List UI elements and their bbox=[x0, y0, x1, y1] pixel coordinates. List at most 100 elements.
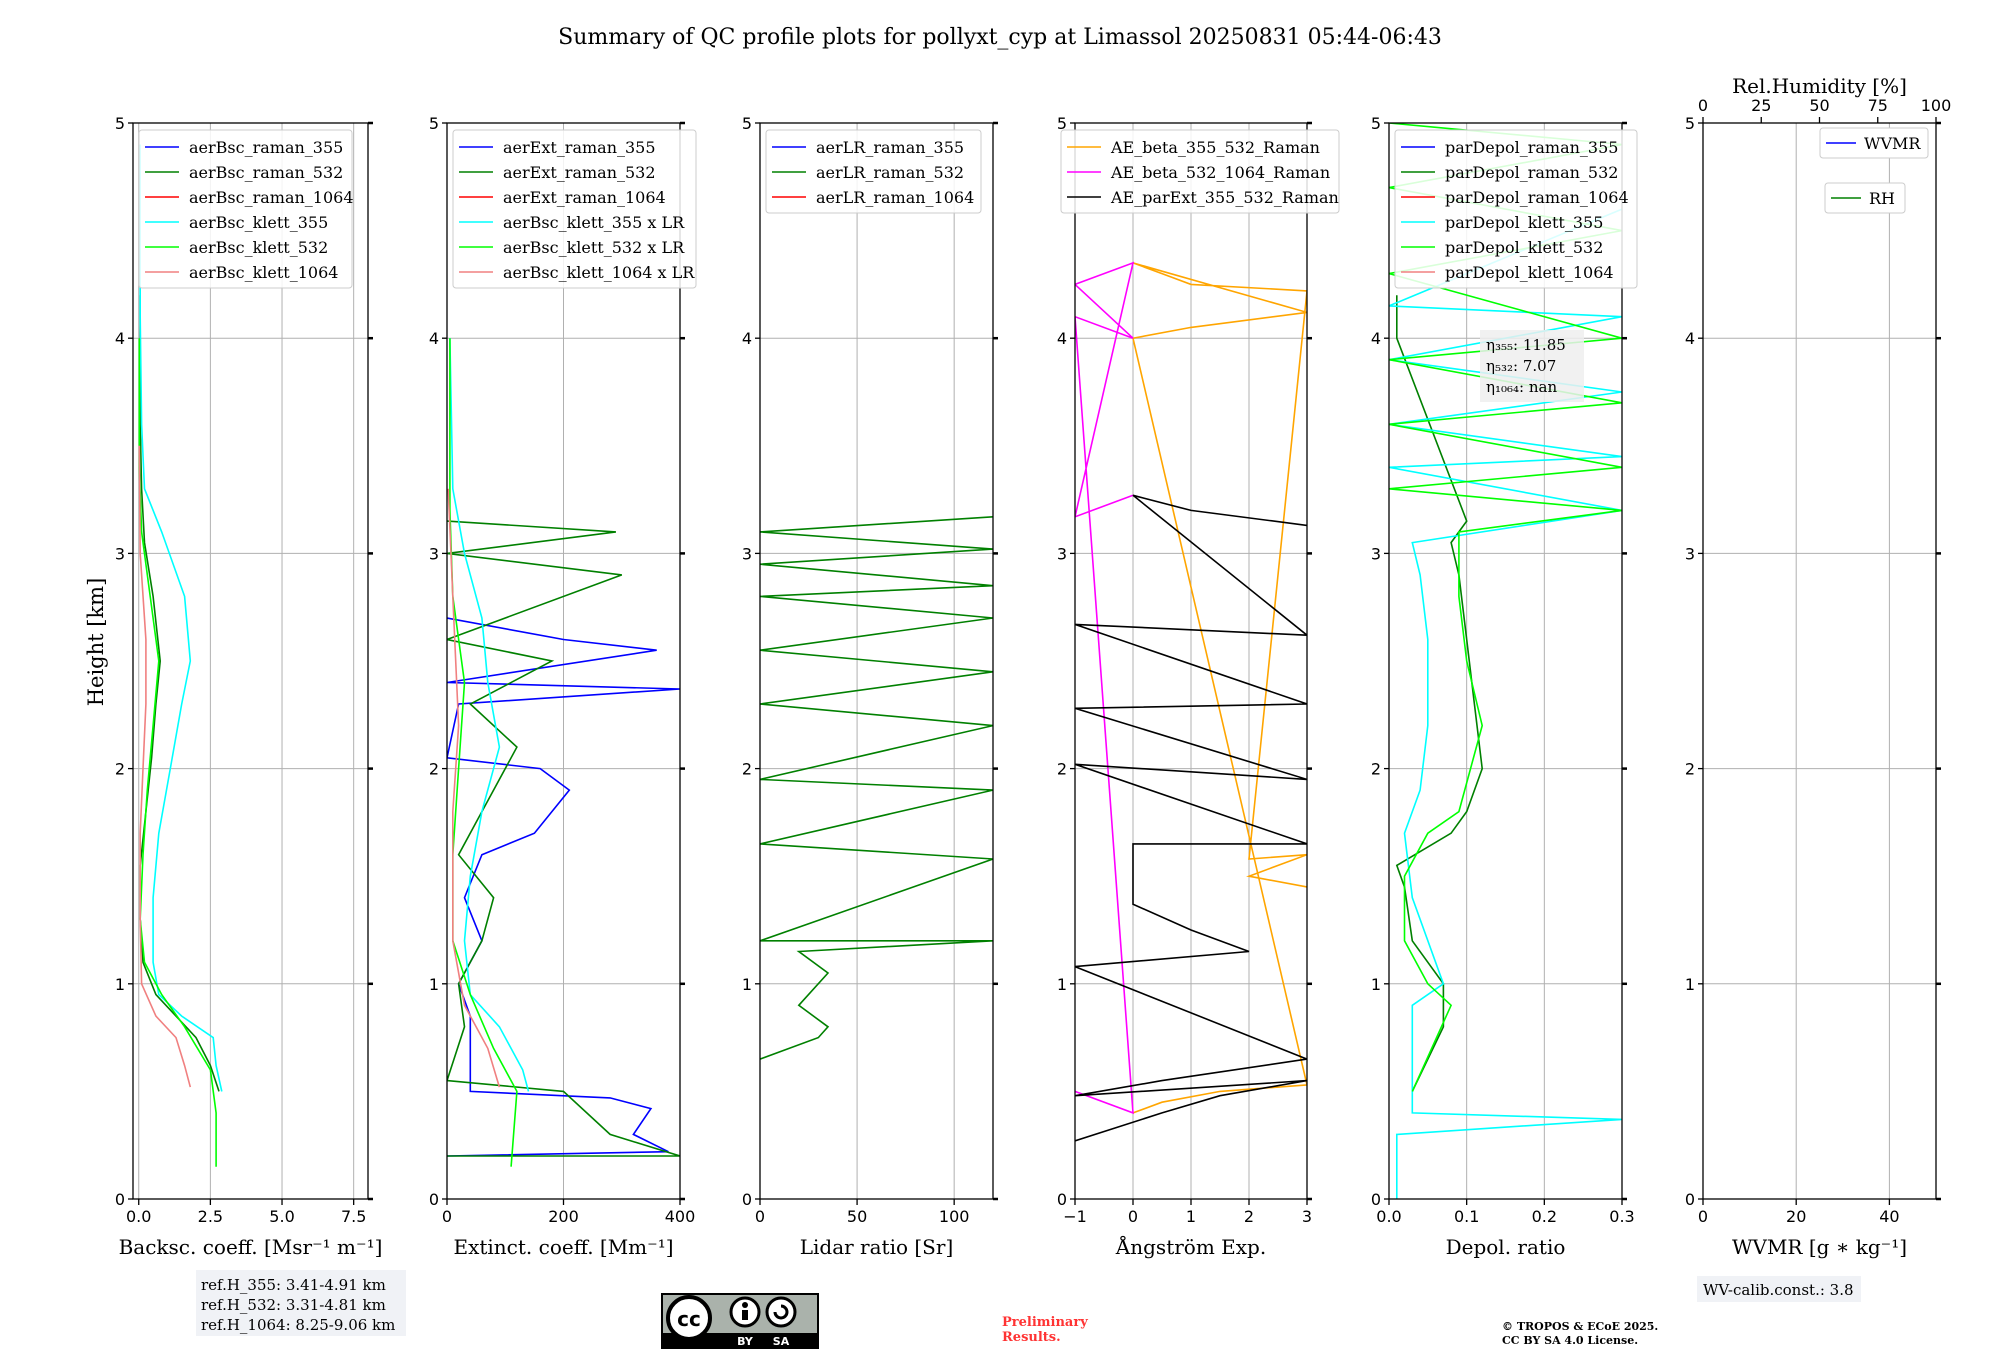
eta-355: η₃₅₅: 11.85 bbox=[1486, 336, 1566, 354]
legend-entry: aerExt_raman_1064 bbox=[503, 188, 666, 207]
x-tick-label: 2.5 bbox=[198, 1207, 223, 1226]
y-tick-label: 5 bbox=[115, 114, 125, 133]
series-line bbox=[138, 338, 217, 1167]
y-tick-label: 1 bbox=[1685, 975, 1695, 994]
legend: WVMR RH bbox=[1819, 127, 1929, 214]
series-line bbox=[447, 617, 680, 1157]
legend-entry: AE_beta_532_1064_Raman bbox=[1110, 163, 1330, 182]
y-tick-label: 2 bbox=[115, 760, 125, 779]
x-tick-label: 0 bbox=[1128, 1207, 1138, 1226]
legend-entry: aerBsc_raman_532 bbox=[189, 163, 343, 182]
x-tick-label: 3 bbox=[1302, 1207, 1312, 1226]
x-tick-label: 0.2 bbox=[1532, 1207, 1557, 1226]
wv-calib-text: WV-calib.const.: 3.8 bbox=[1703, 1281, 1854, 1299]
copyright-line-1: © TROPOS & ECoE 2025. bbox=[1502, 1320, 1658, 1333]
top-tick-label: 25 bbox=[1751, 96, 1771, 115]
legend-entry: aerLR_raman_532 bbox=[816, 163, 964, 182]
y-tick-label: 4 bbox=[1057, 329, 1067, 348]
x-tick-label: 0.1 bbox=[1454, 1207, 1479, 1226]
legend-entry: aerBsc_klett_1064 x LR bbox=[503, 263, 695, 282]
sa-icon bbox=[765, 1296, 797, 1328]
top-tick-label: 100 bbox=[1921, 96, 1952, 115]
y-tick-label: 1 bbox=[1057, 975, 1067, 994]
series-line bbox=[447, 488, 501, 1088]
copyright-line-2: CC BY SA 4.0 License. bbox=[1502, 1334, 1638, 1347]
legend-entry: aerExt_raman_355 bbox=[503, 138, 656, 157]
x-axis-label: Backsc. coeff. [Msr⁻¹ m⁻¹] bbox=[119, 1235, 383, 1259]
legend-entry: aerLR_raman_1064 bbox=[816, 188, 974, 207]
y-tick-label: 0 bbox=[1371, 1190, 1381, 1209]
x-tick-label: 1 bbox=[1186, 1207, 1196, 1226]
series-line bbox=[1075, 261, 1135, 1115]
x-tick-label: 7.5 bbox=[341, 1207, 366, 1226]
x-tick-label: 50 bbox=[847, 1207, 867, 1226]
y-tick-label: 5 bbox=[1685, 114, 1695, 133]
series-line bbox=[760, 516, 993, 1060]
eta-532: η₅₃₂: 7.07 bbox=[1486, 357, 1556, 375]
legend-entry: parDepol_raman_355 bbox=[1445, 138, 1618, 157]
series-line bbox=[1132, 262, 1307, 1114]
eta-box: η₃₅₅: 11.85 η₅₃₂: 7.07 η₁₀₆₄: nan bbox=[1480, 330, 1584, 402]
ref-h-355: ref.H_355: 3.41-4.91 km bbox=[201, 1276, 386, 1294]
y-tick-label: 5 bbox=[1371, 114, 1381, 133]
top-tick-label: 50 bbox=[1809, 96, 1829, 115]
preliminary-line-1: Preliminary bbox=[1002, 1315, 1088, 1330]
y-tick-label: 5 bbox=[742, 114, 752, 133]
y-axis-label: Height [km] bbox=[84, 578, 108, 707]
legend-entry: RH bbox=[1869, 189, 1895, 208]
x-axis-label: WVMR [g ∗ kg⁻¹] bbox=[1732, 1235, 1907, 1259]
x-tick-label: 0 bbox=[442, 1207, 452, 1226]
legend-entry: aerExt_raman_532 bbox=[503, 163, 656, 182]
y-tick-label: 0 bbox=[429, 1190, 439, 1209]
x-axis-label: Lidar ratio [Sr] bbox=[800, 1235, 954, 1259]
y-tick-label: 2 bbox=[1685, 760, 1695, 779]
x-tick-label: 100 bbox=[939, 1207, 970, 1226]
x-tick-label: 20 bbox=[1786, 1207, 1806, 1226]
panel-bsc: 0 1 2 3 4 5 0.0 2.5 5.0 7.5 Backsc. coeff. [Msr⁻¹ … bbox=[115, 114, 383, 1259]
y-tick-label: 4 bbox=[1371, 329, 1381, 348]
legend-entry: AE_beta_355_532_Raman bbox=[1110, 138, 1320, 157]
legend: aerBsc_raman_355 aerBsc_raman_532 aerBsc_r… bbox=[138, 129, 354, 289]
x-tick-label: 0 bbox=[1698, 1207, 1708, 1226]
y-tick-label: 4 bbox=[1685, 329, 1695, 348]
legend-entry: AE_parExt_355_532_Raman bbox=[1110, 188, 1339, 207]
y-tick-label: 0 bbox=[742, 1190, 752, 1209]
x-tick-label: 0.0 bbox=[126, 1207, 151, 1226]
y-tick-label: 1 bbox=[742, 975, 752, 994]
legend-entry: aerBsc_klett_532 bbox=[189, 238, 328, 257]
y-tick-label: 2 bbox=[1057, 760, 1067, 779]
y-tick-label: 3 bbox=[1685, 544, 1695, 563]
x-tick-label: 400 bbox=[665, 1207, 696, 1226]
y-tick-label: 5 bbox=[1057, 114, 1067, 133]
cc-license-badge: cc BY SA bbox=[661, 1293, 819, 1349]
y-tick-label: 1 bbox=[429, 975, 439, 994]
y-tick-label: 0 bbox=[115, 1190, 125, 1209]
legend-entry: aerBsc_klett_355 x LR bbox=[503, 213, 685, 232]
series-line bbox=[447, 520, 680, 1157]
y-tick-label: 3 bbox=[1057, 544, 1067, 563]
reference-height-box: ref.H_355: 3.41-4.91 km ref.H_532: 3.31-… bbox=[196, 1270, 406, 1336]
legend-entry: parDepol_raman_1064 bbox=[1445, 188, 1629, 207]
y-tick-label: 0 bbox=[1685, 1190, 1695, 1209]
legend-entry: aerBsc_klett_355 bbox=[189, 213, 328, 232]
eta-1064: η₁₀₆₄: nan bbox=[1486, 378, 1557, 396]
cc-by-label: BY bbox=[737, 1335, 754, 1348]
legend-entry: aerBsc_raman_355 bbox=[189, 138, 343, 157]
legend: AE_beta_355_532_Raman AE_beta_532_1064_Ra… bbox=[1060, 129, 1340, 214]
top-axis-label: Rel.Humidity [%] bbox=[1732, 74, 1907, 98]
y-tick-label: 2 bbox=[429, 760, 439, 779]
x-tick-label: 5.0 bbox=[269, 1207, 294, 1226]
axes-frame bbox=[1702, 122, 1937, 1200]
legend-entry: parDepol_klett_355 bbox=[1445, 213, 1603, 232]
y-tick-label: 4 bbox=[115, 329, 125, 348]
y-tick-label: 1 bbox=[1371, 975, 1381, 994]
series-line bbox=[1075, 494, 1307, 1142]
x-tick-label: −1 bbox=[1063, 1207, 1087, 1226]
wv-calib-box: WV-calib.const.: 3.8 bbox=[1697, 1276, 1861, 1302]
legend-entry: parDepol_raman_532 bbox=[1445, 163, 1618, 182]
series-line bbox=[139, 295, 220, 1092]
y-tick-label: 5 bbox=[429, 114, 439, 133]
series-line bbox=[139, 144, 223, 1092]
